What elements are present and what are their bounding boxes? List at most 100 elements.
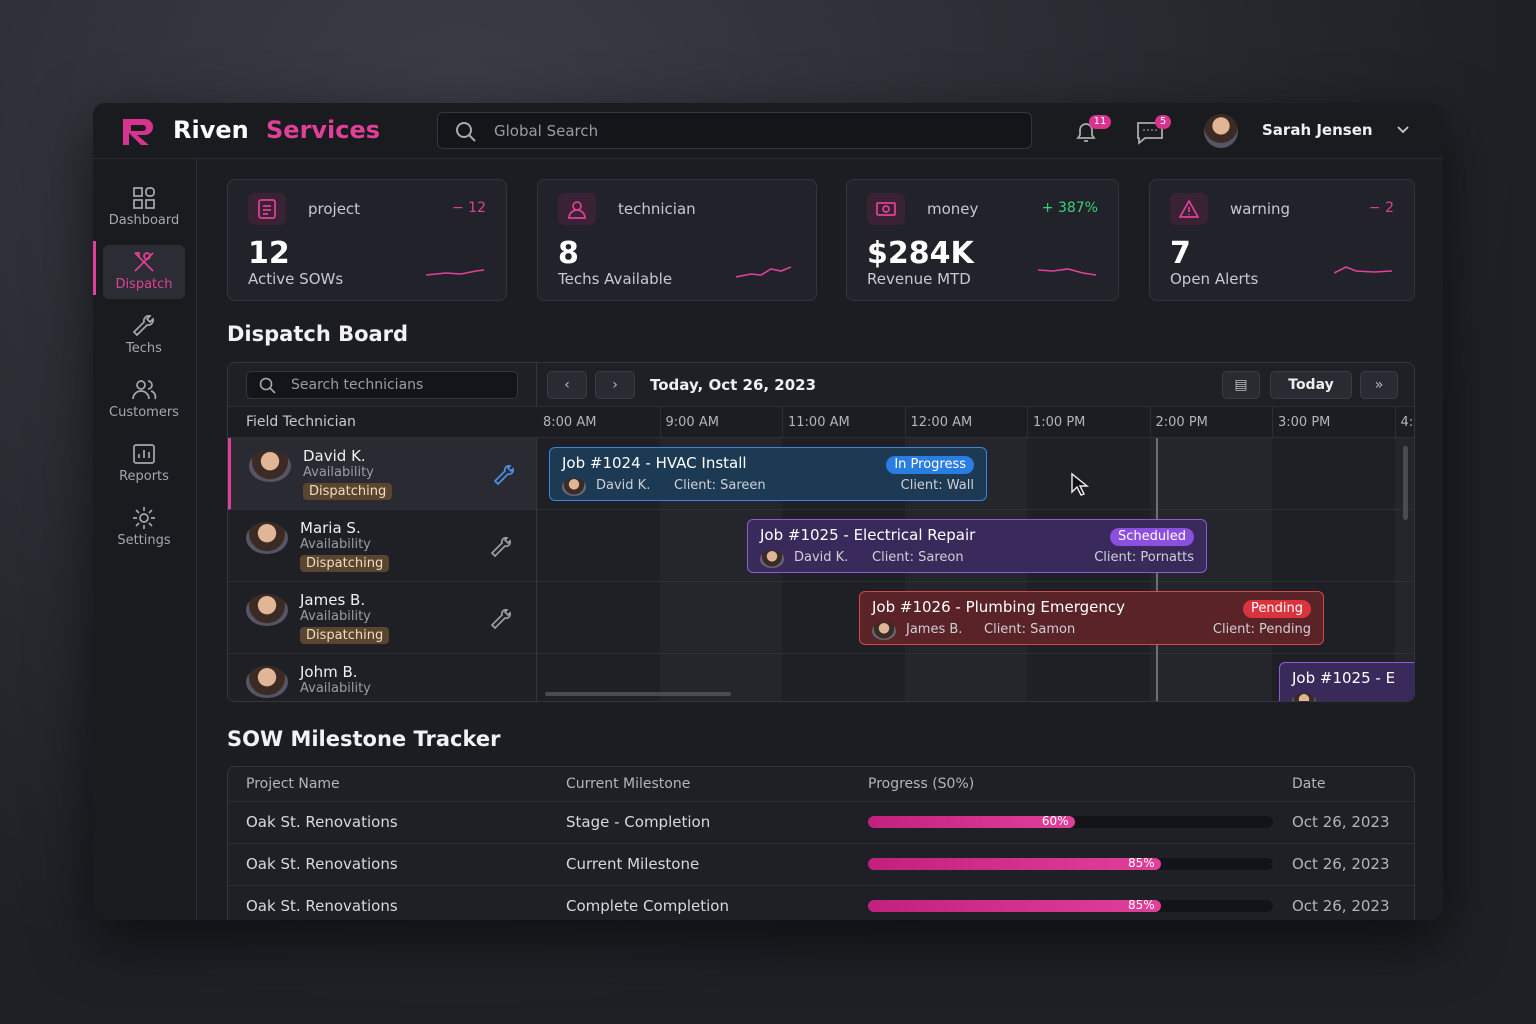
wrench-icon[interactable]	[490, 608, 512, 634]
icon	[134, 252, 154, 272]
icon	[882, 205, 890, 213]
calendar-button[interactable]: ▤	[1222, 371, 1260, 399]
next-button[interactable]: ›	[595, 371, 635, 399]
sparkline	[735, 264, 796, 283]
scrollbar	[1403, 446, 1408, 520]
kpi-icon	[867, 193, 905, 225]
time-label: 9:00 AM	[665, 415, 719, 430]
job-tech: David K.	[596, 478, 651, 493]
nav-item[interactable]: Reports	[103, 437, 185, 491]
icon	[133, 199, 143, 209]
tech-search[interactable]: Search technicians	[246, 371, 518, 399]
icon	[133, 507, 155, 529]
icon	[258, 199, 276, 219]
job-block[interactable]: Job #1025 - Electrical Repair Scheduled Da…	[747, 519, 1207, 573]
skip-button[interactable]: »	[1360, 371, 1398, 399]
progress-label: 85%	[1127, 898, 1155, 912]
user-name[interactable]: Sarah Jensen	[1262, 121, 1373, 139]
brand-name: Riven	[173, 116, 249, 144]
notification-badge: 11	[1089, 115, 1111, 129]
nav-item[interactable]: Techs	[103, 309, 185, 363]
icon	[1333, 266, 1393, 274]
time-divider	[1149, 407, 1151, 438]
icon	[132, 315, 154, 337]
kpi-caption: Open Alerts	[1170, 270, 1259, 288]
divider	[536, 363, 537, 701]
icon	[876, 202, 896, 216]
time-label: 3:00 PM	[1278, 415, 1331, 430]
time-divider	[1272, 407, 1273, 438]
project-name: Oak St. Renovations	[246, 897, 398, 915]
avatar	[246, 594, 288, 626]
icon	[490, 608, 512, 630]
nav-item[interactable]: Dashboard	[103, 181, 185, 235]
dispatch-board: Search technicians ‹ › Today, Oct 26, 20…	[227, 362, 1415, 702]
wrench-icon[interactable]	[490, 536, 512, 562]
milestone: Stage - Completion	[566, 813, 711, 831]
technician-name: Maria S.	[300, 519, 361, 537]
status-tag: Dispatching	[300, 627, 390, 644]
icon	[139, 513, 149, 523]
progress-label: 60%	[1041, 814, 1069, 828]
job-title: Job #1026 - Plumbing Emergency	[872, 598, 1126, 616]
technician-row: Maria S. Availability Dispatching	[228, 510, 536, 582]
icon	[493, 464, 515, 486]
icon	[132, 380, 157, 400]
icon	[1037, 268, 1097, 276]
icon	[490, 536, 512, 558]
kpi-card: technician 8 Techs Available	[537, 179, 817, 301]
today-button[interactable]: Today	[1270, 371, 1352, 399]
chevron[interactable]	[1396, 125, 1410, 135]
job-block[interactable]: Job #1024 - HVAC Install In Progress David…	[549, 447, 987, 501]
technician-name: David K.	[303, 447, 366, 465]
kpi-card: warning − 2 7 Open Alerts	[1149, 179, 1415, 301]
nav-label: Reports	[119, 469, 169, 484]
icon	[1037, 268, 1097, 276]
sidebar: Dashboard Dispatch Techs Customers Reports Se…	[93, 159, 197, 920]
icon	[425, 269, 485, 276]
job-client: Client: Sareon	[872, 550, 964, 565]
icon	[1071, 472, 1089, 496]
icon	[1071, 472, 1089, 496]
date: Oct 26, 2023	[1292, 813, 1390, 831]
icon	[133, 187, 143, 197]
time-label: 12:00 AM	[910, 415, 973, 430]
wrench-icon[interactable]	[493, 464, 515, 490]
kpi-label: technician	[618, 200, 696, 218]
global-search[interactable]: Global Search	[437, 112, 1032, 149]
icon	[145, 187, 155, 197]
board-toolbar	[228, 363, 1414, 407]
job-block[interactable]: Job #1026 - Plumbing Emergency Pending Jam…	[859, 591, 1324, 645]
kpi-caption: Revenue MTD	[867, 270, 971, 288]
icon	[1333, 266, 1393, 274]
sparkline	[1037, 264, 1098, 283]
icon	[735, 266, 792, 278]
nav-item[interactable]: Dispatch	[103, 245, 185, 299]
job-avatar	[562, 478, 586, 496]
nav-label: Customers	[109, 405, 179, 420]
job-client-secondary: Client: Wall	[900, 478, 974, 493]
job-client: Client: Sareen	[674, 478, 766, 493]
message-badge: 5	[1155, 115, 1171, 129]
time-label: 4:	[1400, 415, 1414, 430]
kpi-icon	[248, 193, 286, 225]
nav-item[interactable]: Settings	[103, 501, 185, 555]
nav-item[interactable]: Customers	[103, 373, 185, 427]
search-placeholder: Global Search	[494, 122, 599, 140]
column-header: Current Milestone	[566, 776, 691, 792]
bell-icon[interactable]	[1073, 119, 1099, 145]
search-placeholder: Search technicians	[291, 377, 424, 393]
icon	[735, 266, 792, 278]
table-row: Oak St. Renovations Current Milestone 85% O…	[228, 843, 1414, 885]
table-row: Oak St. Renovations Complete Completion 85…	[228, 885, 1414, 920]
app-window: Riven Services Global Search 11 5 Sarah …	[93, 103, 1443, 920]
kpi-card: project − 12 12 Active SOWs	[227, 179, 507, 301]
icon	[490, 608, 512, 630]
icon	[490, 536, 512, 558]
availability: Availability	[300, 609, 371, 624]
h-scrollbar	[545, 692, 731, 696]
time-divider	[1027, 407, 1028, 438]
prev-button[interactable]: ‹	[547, 371, 587, 399]
job-block[interactable]: Job #1025 - E	[1279, 662, 1414, 701]
nav-label: Dispatch	[115, 277, 173, 292]
